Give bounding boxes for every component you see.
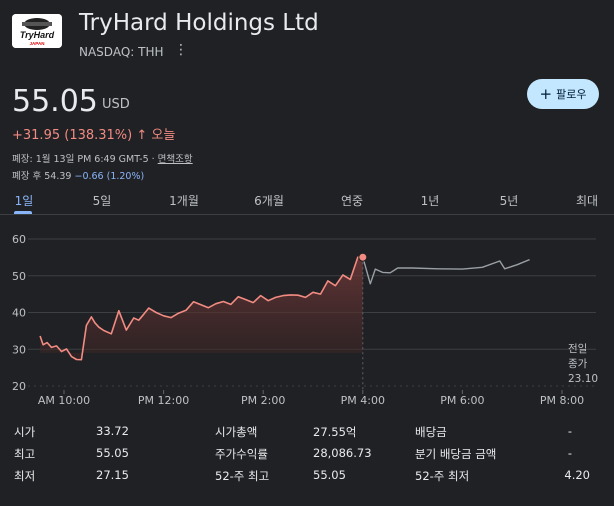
stat-label: 시가 <box>14 425 36 439</box>
x-tick-label: PM 4:00 <box>341 394 385 407</box>
exchange-ticker: NASDAQ: THH <box>79 45 164 59</box>
stat-label: 시가총액 <box>215 425 258 439</box>
tab-1d[interactable]: 1일 <box>14 194 34 208</box>
close-info: 폐장: 1월 13일 PM 6:49 GMT-5 · 면책조항 <box>12 151 193 165</box>
stats-row: 최저 27.15 52-주 최고 55.05 52-주 최저 4.20 <box>0 468 614 490</box>
close-point-dot <box>358 252 368 262</box>
stat-value: 27.15 <box>96 468 129 482</box>
x-tick-label: PM 12:00 <box>138 394 189 407</box>
x-tick-label: AM 10:00 <box>38 394 90 407</box>
stat-label: 52-주 최고 <box>215 469 270 483</box>
price-line-after-hours <box>362 257 530 285</box>
stat-value: 27.55억 <box>313 425 357 439</box>
y-tick-label: 60 <box>12 233 26 246</box>
price-area-fill <box>40 257 363 360</box>
tab-5y[interactable]: 5년 <box>499 194 519 208</box>
stat-value: 4.20 <box>564 468 590 482</box>
y-tick-label: 20 <box>12 380 26 393</box>
x-tick-label: PM 6:00 <box>440 394 484 407</box>
stat-label: 최고 <box>14 447 36 461</box>
active-tab-indicator <box>14 211 32 214</box>
after-hours-info: 폐장 후 54.39 −0.66 (1.20%) <box>12 168 144 182</box>
tab-ytd[interactable]: 연중 <box>340 194 364 208</box>
stat-label: 분기 배당금 금액 <box>415 447 497 461</box>
tab-max[interactable]: 최대 <box>575 194 599 208</box>
price-change: +31.95 (138.31%) ↑ 오늘 <box>12 124 175 143</box>
stats-row: 시가 33.72 시가총액 27.55억 배당금 - <box>0 424 614 446</box>
stat-label: 52-주 최저 <box>415 469 470 483</box>
disclaimer-link[interactable]: 면책조항 <box>157 154 193 165</box>
plus-icon: + <box>539 84 553 103</box>
stat-value: 33.72 <box>96 424 129 438</box>
y-tick-label: 50 <box>12 270 26 283</box>
stat-value: - <box>567 424 572 438</box>
prev-close-label: 전일 <box>568 342 587 355</box>
prev-close-value: 23.10 <box>568 373 598 385</box>
stat-value: - <box>567 446 572 460</box>
tab-1m[interactable]: 1개월 <box>169 194 199 208</box>
tab-divider <box>0 214 614 215</box>
stat-label: 배당금 <box>415 425 447 439</box>
stat-label: 최저 <box>14 469 36 483</box>
more-options-icon[interactable]: ⋮ <box>174 42 188 58</box>
logo-text: TryHard <box>20 30 55 40</box>
after-hours-change: −0.66 (1.20%) <box>74 171 145 182</box>
close-time: 폐장: 1월 13일 PM 6:49 GMT-5 · <box>12 154 158 165</box>
company-logo: TryHard JAPAN <box>12 14 62 48</box>
change-period: 오늘 <box>151 128 176 143</box>
current-price: 55.05 <box>12 84 98 119</box>
currency-label: USD <box>102 97 130 112</box>
price-chart: 20 30 40 50 60 AM 10:00 PM 12:00 PM 2:00 PM 4:00… <box>12 233 598 407</box>
tab-5d[interactable]: 5일 <box>92 194 112 208</box>
prev-close-label: 종가 <box>568 358 588 370</box>
stat-value: 55.05 <box>96 446 129 460</box>
follow-label: 팔로우 <box>556 88 587 101</box>
tab-1y[interactable]: 1년 <box>420 194 440 208</box>
y-tick-label: 40 <box>12 307 26 320</box>
x-tick-label: PM 8:00 <box>540 394 584 407</box>
follow-button[interactable]: + 팔로우 <box>527 79 599 109</box>
arrow-up-icon: ↑ <box>136 128 148 143</box>
stat-value: 28,086.73 <box>313 446 372 460</box>
after-hours-price: 폐장 후 54.39 <box>12 171 75 182</box>
stat-value: 55.05 <box>313 468 346 482</box>
tab-6m[interactable]: 6개월 <box>254 194 284 208</box>
stat-label: 주가수익률 <box>215 447 268 461</box>
range-tabs: 1일 5일 1개월 6개월 연중 1년 5년 최대 <box>0 186 614 214</box>
change-value: +31.95 (138.31%) <box>12 128 133 143</box>
logo-subtext: JAPAN <box>30 41 45 46</box>
stats-row: 최고 55.05 주가수익률 28,086.73 분기 배당금 금액 - <box>0 446 614 468</box>
price-line-regular <box>39 256 363 361</box>
company-name: TryHard Holdings Ltd <box>79 10 319 36</box>
y-tick-label: 30 <box>12 343 26 356</box>
x-tick-label: PM 2:00 <box>241 394 285 407</box>
